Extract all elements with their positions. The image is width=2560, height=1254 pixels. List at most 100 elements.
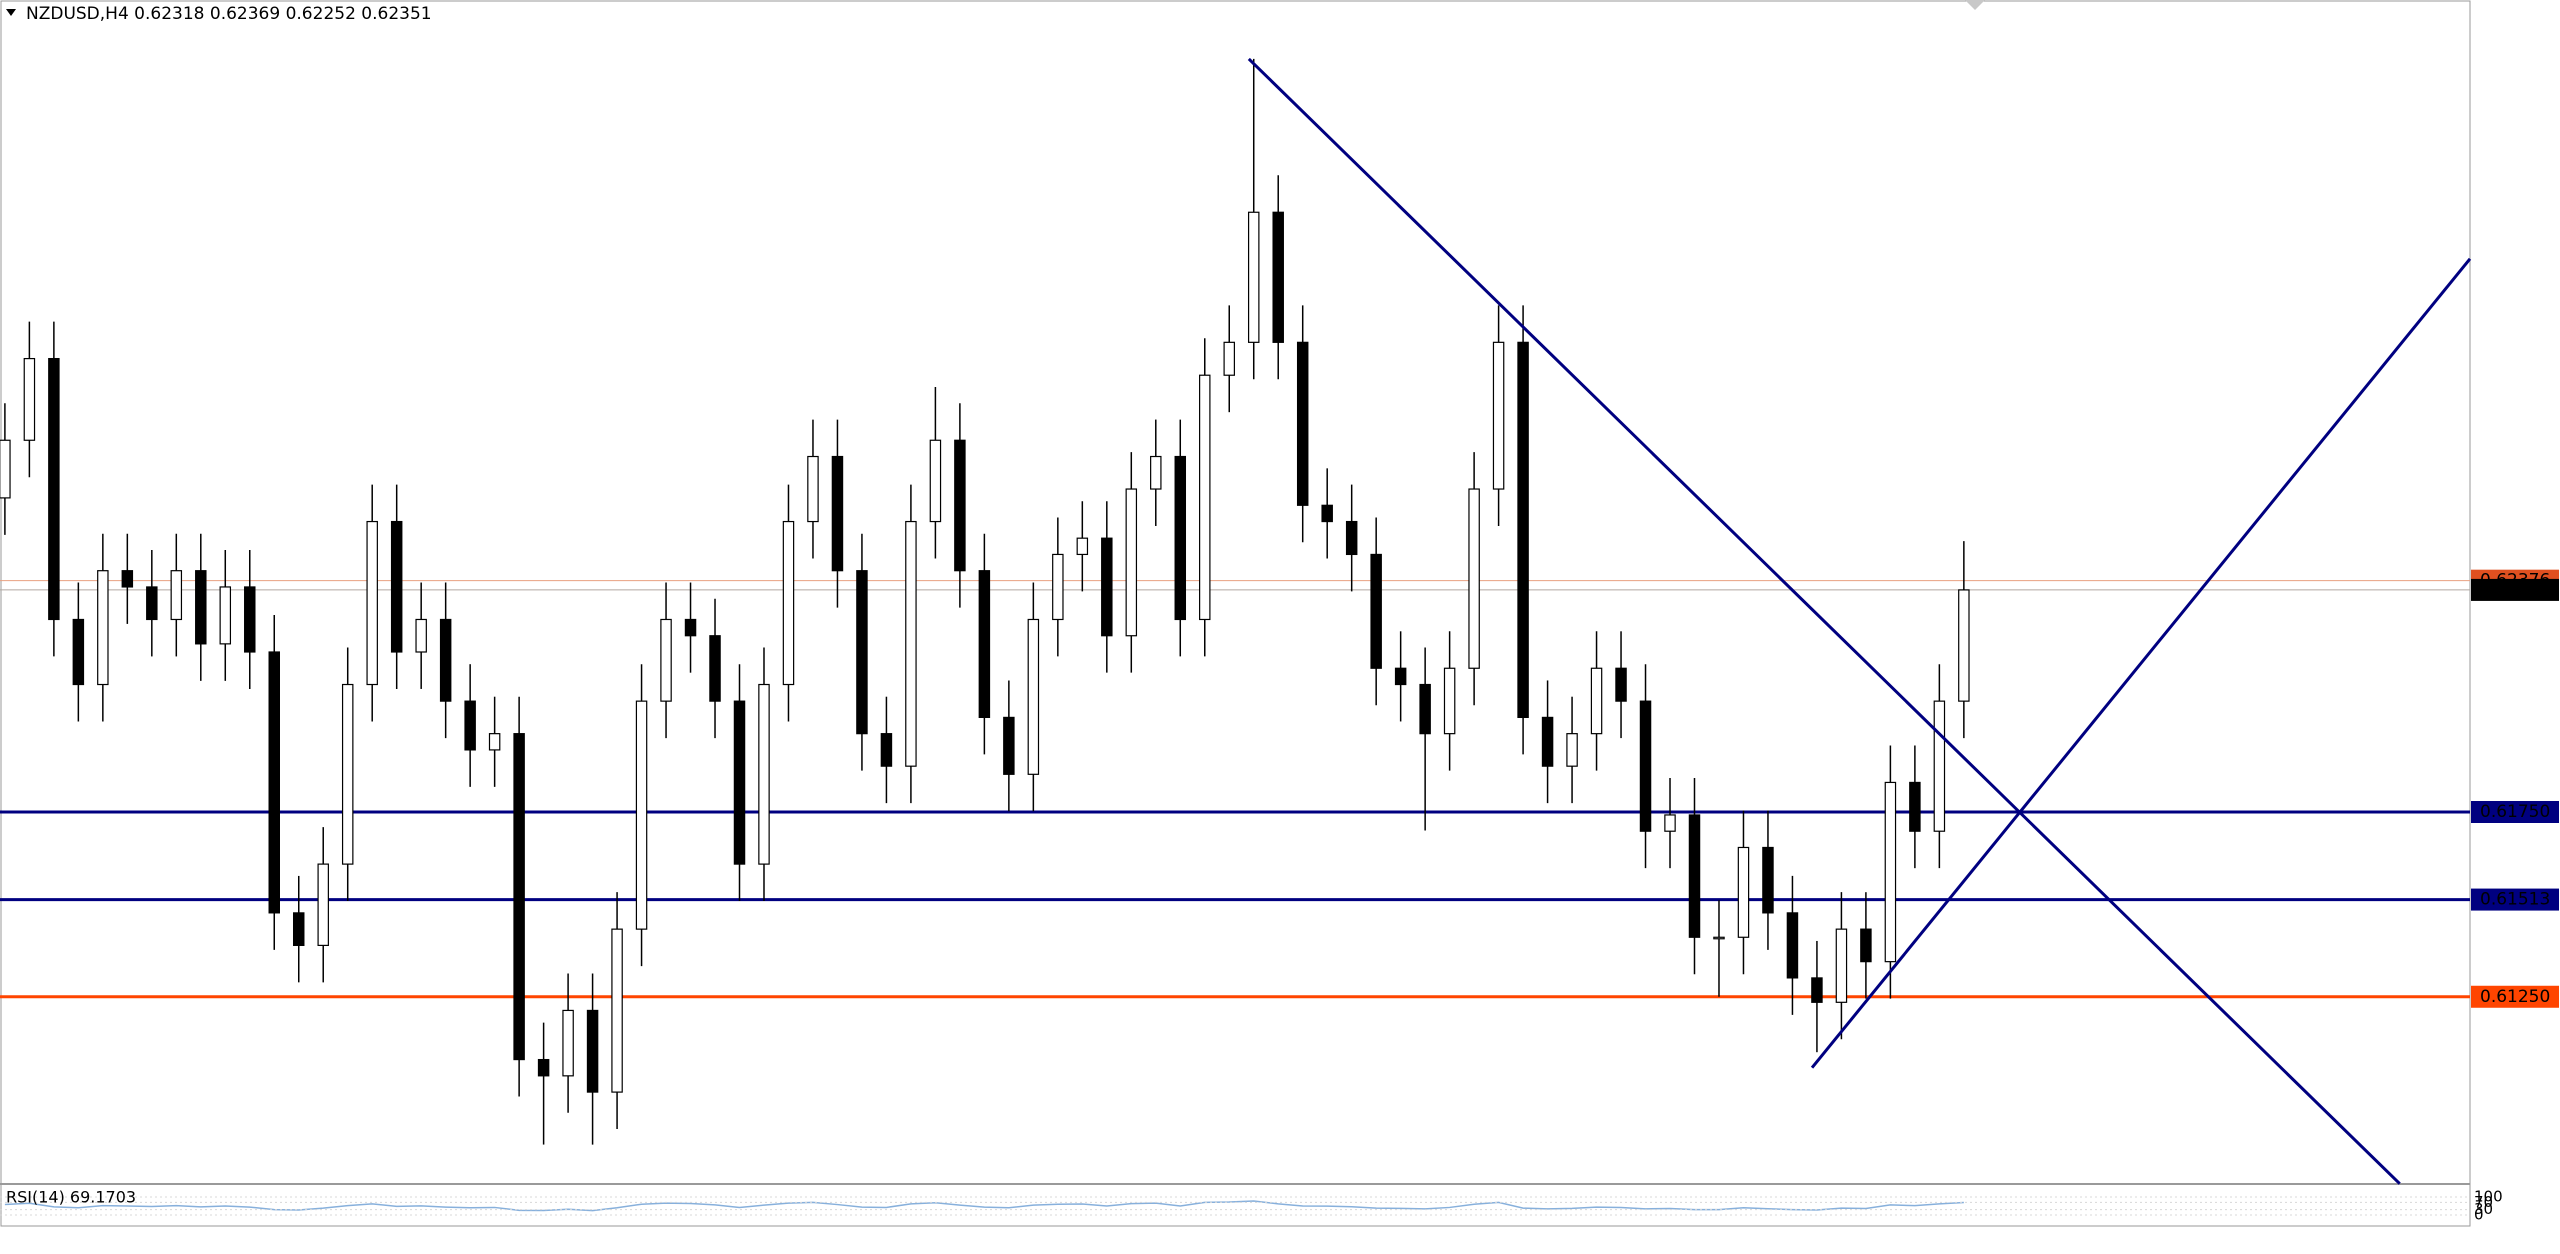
candle-body — [244, 586, 256, 653]
candle-body — [366, 520, 378, 686]
candle-body — [292, 912, 305, 946]
candle-body — [1223, 341, 1235, 376]
shift-marker[interactable] — [1965, 0, 1985, 10]
rsi-window — [0, 1196, 2470, 1216]
candle-body — [1272, 211, 1284, 343]
candle-body — [831, 455, 844, 572]
candle-body — [195, 570, 207, 645]
candle-body — [709, 635, 721, 702]
candle-body — [390, 520, 403, 653]
candle-body — [1443, 667, 1456, 735]
rsi-title: RSI(14) 69.1703 — [6, 1188, 136, 1207]
candle-body — [513, 733, 525, 1061]
candle-body — [1370, 553, 1382, 669]
candle-body — [1835, 928, 1848, 1003]
candle-body — [1713, 936, 1725, 940]
candle-body — [1786, 912, 1799, 979]
candle-body — [1884, 781, 1897, 963]
trend-line — [1810, 257, 2472, 1069]
candle-body — [586, 1009, 599, 1093]
candle-body — [1150, 455, 1162, 490]
rsi-tick-label: 30 — [2474, 1200, 2493, 1218]
candle-body — [48, 357, 60, 621]
candle-body — [1027, 618, 1040, 775]
axes: 0.617500.615130.612500.623760.6235110070… — [2471, 569, 2559, 1224]
candle-body — [1762, 846, 1774, 914]
level-label: 0.61513 — [2480, 890, 2550, 910]
candle-body — [1468, 488, 1480, 669]
candle-body — [684, 618, 697, 637]
candle-body — [1199, 374, 1211, 621]
candle-body — [1566, 733, 1578, 767]
candle-body — [341, 683, 354, 865]
menu-triangle[interactable] — [6, 9, 16, 16]
candle-body — [0, 439, 11, 499]
candle-body — [488, 733, 501, 751]
rsi-tick-label: 0 — [2474, 1206, 2484, 1224]
candle-body — [758, 683, 770, 865]
candle-body — [1247, 211, 1260, 343]
candle-body — [1517, 341, 1529, 718]
level-label-bg — [2471, 800, 2559, 823]
candle-body — [1394, 667, 1407, 686]
candle-body — [1860, 928, 1872, 963]
trend-line — [1247, 57, 2401, 1185]
candle-body — [439, 618, 452, 702]
candle-body — [978, 570, 991, 718]
rsi-line — [4, 1200, 1964, 1212]
candle-body — [1492, 341, 1505, 490]
candle-body — [219, 586, 232, 645]
candle-body — [72, 618, 85, 686]
candle-body — [635, 700, 648, 930]
candle-body — [1003, 716, 1015, 775]
candle-body — [660, 618, 672, 702]
candle-body — [537, 1058, 550, 1077]
plot-frame — [0, 0, 2471, 1227]
candle-body — [1933, 700, 1946, 832]
candle-body — [1125, 488, 1138, 637]
candle-body — [1909, 781, 1921, 832]
bid-label: 0.62351 — [2480, 580, 2550, 600]
candle-body — [954, 439, 966, 572]
rsi-tick-label: 100 — [2474, 1188, 2503, 1206]
bid-label-bg — [2471, 578, 2559, 601]
candle-body — [97, 570, 109, 686]
candle-body — [415, 618, 427, 653]
candle-body — [1615, 667, 1627, 702]
candle-body — [880, 733, 893, 767]
candle-body — [464, 700, 476, 751]
candle-body — [1958, 589, 1970, 702]
candle-body — [1590, 667, 1603, 735]
rsi-tick-label: 70 — [2474, 1193, 2493, 1211]
candle-body — [929, 439, 942, 523]
candle-body — [1345, 520, 1358, 556]
candle-body — [121, 570, 134, 588]
level-label: 0.61750 — [2480, 802, 2550, 822]
candle-body — [782, 520, 795, 686]
candle-body — [611, 928, 623, 1093]
candle-body — [1664, 814, 1676, 832]
candle-body — [562, 1009, 574, 1077]
candle-body — [1541, 716, 1554, 767]
candle-body — [146, 586, 158, 621]
candle-body — [733, 700, 746, 865]
candle-body — [1174, 455, 1187, 621]
candle-body — [1811, 977, 1823, 1003]
candle-body — [856, 570, 868, 735]
level-label: 0.61250 — [2480, 987, 2550, 1007]
candle-body — [23, 357, 36, 441]
candle-body — [1639, 700, 1652, 832]
candle-body — [1688, 814, 1701, 938]
candle-body — [268, 651, 280, 914]
candle-body — [1737, 846, 1750, 938]
candle-body — [905, 520, 917, 767]
candle-body — [1052, 553, 1064, 621]
candle-body — [1076, 537, 1089, 556]
chart-title: NZDUSD,H4 0.62318 0.62369 0.62252 0.6235… — [26, 4, 432, 24]
candle-body — [1101, 537, 1113, 637]
candle-body — [807, 455, 819, 523]
level-label-bg — [2471, 888, 2559, 911]
marks — [0, 57, 2472, 1185]
